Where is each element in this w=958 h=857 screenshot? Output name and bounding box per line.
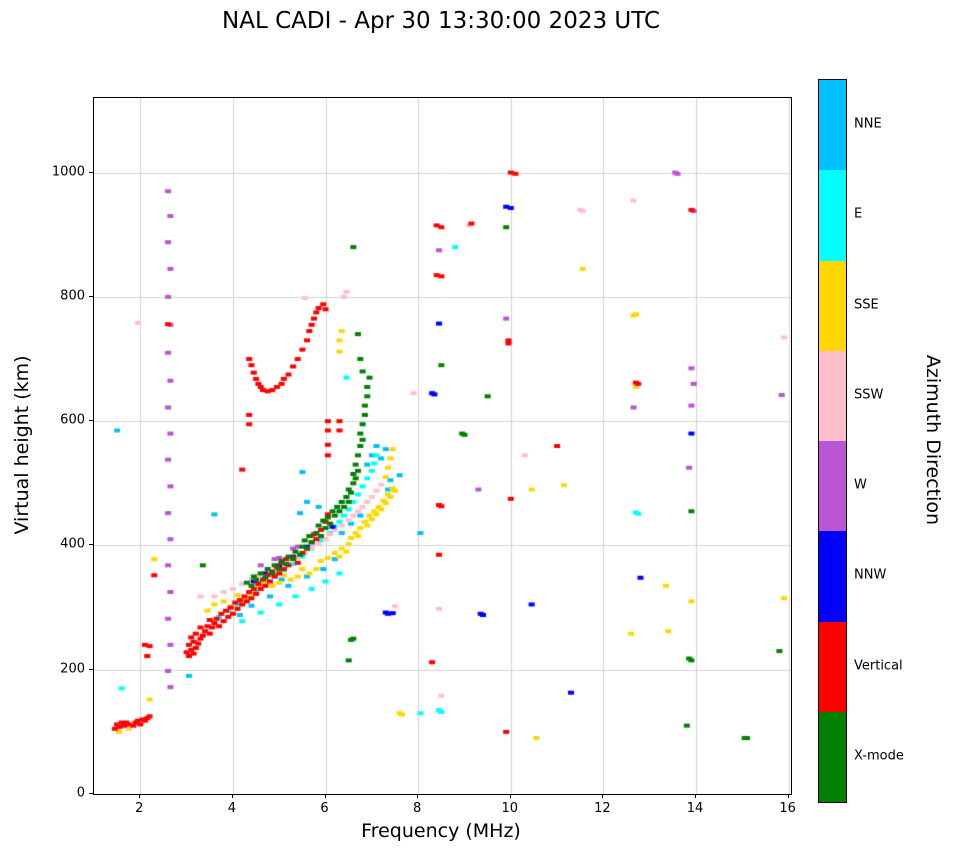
colorbar-entry-label: W xyxy=(854,477,867,493)
colorbar-entry-label: X-mode xyxy=(854,748,904,764)
x-tick-mark xyxy=(139,794,141,798)
x-tick-label: 4 xyxy=(227,801,237,816)
colorbar-entry-label: NNW xyxy=(854,567,887,583)
y-tick-label: 400 xyxy=(60,536,85,552)
colorbar-entry-label: NNE xyxy=(854,116,882,132)
colorbar xyxy=(818,79,847,803)
y-tick-mark xyxy=(89,793,93,794)
x-tick-mark xyxy=(417,794,419,798)
y-tick-label: 0 xyxy=(76,785,85,801)
colorbar-segment-nnw xyxy=(819,531,846,622)
scatter-canvas xyxy=(94,98,791,794)
y-tick-label: 600 xyxy=(60,412,85,428)
x-tick-label: 16 xyxy=(779,801,796,816)
x-axis-label: Frequency (MHz) xyxy=(361,820,521,842)
y-tick-mark xyxy=(89,171,93,173)
x-tick-mark xyxy=(787,794,789,798)
y-tick-mark xyxy=(89,668,93,670)
x-tick-mark xyxy=(324,794,326,798)
plot-area xyxy=(93,97,792,795)
x-tick-label: 10 xyxy=(501,801,519,816)
x-tick-label: 2 xyxy=(135,801,144,816)
colorbar-entry-label: E xyxy=(854,206,863,222)
colorbar-segment-x-mode xyxy=(819,711,846,802)
colorbar-entry-label: Vertical xyxy=(854,658,903,674)
y-tick-mark xyxy=(89,544,93,546)
x-tick-mark xyxy=(602,794,604,798)
x-tick-label: 12 xyxy=(594,801,611,816)
y-tick-label: 1000 xyxy=(51,164,85,180)
x-tick-label: 14 xyxy=(686,801,704,816)
x-tick-label: 8 xyxy=(413,801,422,816)
y-tick-label: 800 xyxy=(60,288,85,304)
colorbar-entry-label: SSE xyxy=(854,297,879,313)
chart-title: NAL CADI - Apr 30 13:30:00 2023 UTC xyxy=(222,8,660,34)
x-tick-mark xyxy=(231,794,233,798)
colorbar-segment-e xyxy=(819,170,846,261)
colorbar-segment-vertical xyxy=(819,621,846,712)
colorbar-segment-w xyxy=(819,441,846,532)
x-tick-mark xyxy=(509,794,511,798)
x-tick-mark xyxy=(695,794,697,798)
y-tick-mark xyxy=(89,295,93,297)
y-tick-label: 200 xyxy=(60,661,85,677)
colorbar-entry-label: SSW xyxy=(854,387,884,403)
y-tick-mark xyxy=(89,420,93,422)
colorbar-title: Azimuth Direction xyxy=(922,354,944,526)
x-tick-label: 6 xyxy=(320,801,329,816)
colorbar-segment-nne xyxy=(819,80,846,171)
y-axis-label: Virtual height (km) xyxy=(11,355,33,535)
colorbar-segment-sse xyxy=(819,260,846,351)
colorbar-segment-ssw xyxy=(819,350,846,441)
